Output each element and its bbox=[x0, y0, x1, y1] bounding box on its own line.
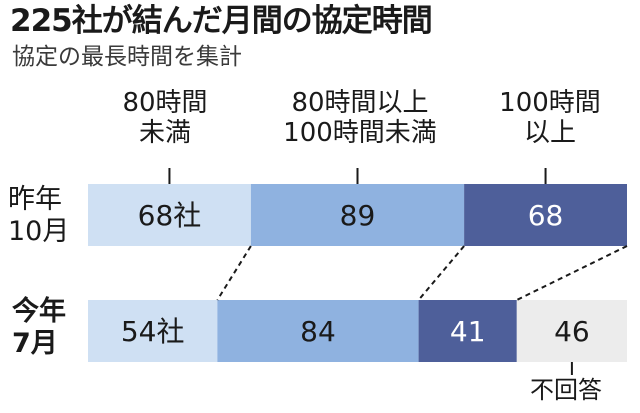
bar-this-july-seg-2 bbox=[418, 300, 517, 362]
data-label-this-july-seg-0: 54社 bbox=[121, 315, 185, 348]
bar-last-october-seg-1 bbox=[250, 184, 465, 246]
category-label-no-answer: 不回答 bbox=[530, 376, 602, 404]
chart-title: 225社が結んだ月間の協定時間 bbox=[10, 3, 433, 39]
chart-subtitle: 協定の最長時間を集計 bbox=[12, 44, 242, 70]
bar-last-october-seg-2 bbox=[464, 184, 627, 246]
data-label-last-october-seg-0: 68社 bbox=[138, 199, 202, 232]
bar-this-july-seg-3 bbox=[516, 300, 627, 362]
category-label-under-80: 80時間 未満 bbox=[122, 88, 208, 148]
bar-last-october-seg-0 bbox=[88, 184, 251, 246]
bar-this-july-seg-1 bbox=[217, 300, 419, 362]
connector-dashed-1 bbox=[216, 245, 252, 301]
row-label-last-october: 昨年 10月 bbox=[8, 184, 70, 247]
data-label-this-july-seg-2: 41 bbox=[450, 315, 486, 348]
data-label-this-july-seg-3: 46 bbox=[554, 315, 590, 348]
category-label-80-to-100: 80時間以上 100時間未満 bbox=[283, 88, 437, 148]
data-label-this-july-seg-1: 84 bbox=[300, 315, 336, 348]
row-label-this-july: 今年 7月 bbox=[12, 296, 66, 359]
data-label-last-october-seg-2: 68 bbox=[528, 199, 564, 232]
data-label-last-october-seg-1: 89 bbox=[340, 199, 376, 232]
connector-dashed-2 bbox=[417, 245, 465, 301]
category-label-100-plus: 100時間 以上 bbox=[499, 88, 601, 148]
bar-this-july-seg-0 bbox=[88, 300, 218, 362]
connector-dashed-3 bbox=[516, 245, 628, 301]
